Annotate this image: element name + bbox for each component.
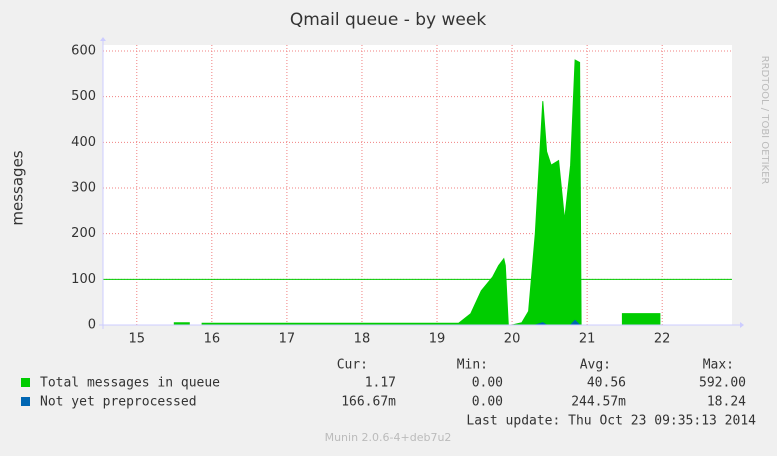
legend-swatch xyxy=(21,397,30,406)
legend-label: Not yet preprocessed xyxy=(40,395,197,410)
stats-value: 592.00 xyxy=(699,376,746,391)
x-tick-label: 17 xyxy=(279,332,296,347)
stats-header: Cur: xyxy=(337,358,368,373)
x-tick-label: 15 xyxy=(129,332,146,347)
stats-header: Min: xyxy=(457,358,488,373)
last-update: Last update: Thu Oct 23 09:35:13 2014 xyxy=(466,414,756,429)
x-tick-label: 22 xyxy=(654,332,671,347)
y-tick-label: 200 xyxy=(71,226,96,241)
y-axis-label: messages xyxy=(9,150,27,225)
footer: Munin 2.0.6-4+deb7u2 xyxy=(325,431,452,444)
stats-value: 40.56 xyxy=(587,376,626,391)
y-tick-label: 300 xyxy=(71,181,96,196)
stats-header: Max: xyxy=(703,358,734,373)
axis-arrow xyxy=(740,322,744,328)
stats-value: 244.57m xyxy=(571,395,626,410)
stats-value: 0.00 xyxy=(472,376,503,391)
x-tick-label: 20 xyxy=(504,332,521,347)
stats-header: Avg: xyxy=(580,358,611,373)
stats-value: 1.17 xyxy=(365,376,396,391)
y-tick-label: 0 xyxy=(88,318,96,333)
x-tick-label: 19 xyxy=(429,332,446,347)
y-tick-label: 100 xyxy=(71,272,96,287)
y-tick-label: 500 xyxy=(71,89,96,104)
x-tick-label: 16 xyxy=(204,332,221,347)
legend-swatch xyxy=(21,378,30,387)
y-tick-label: 600 xyxy=(71,44,96,59)
axis-arrow xyxy=(100,37,106,41)
stats-value: 0.00 xyxy=(472,395,503,410)
y-tick-label: 400 xyxy=(71,135,96,150)
x-tick-label: 21 xyxy=(579,332,596,347)
x-tick-label: 18 xyxy=(354,332,371,347)
watermark: RRDTOOL / TOBI OETIKER xyxy=(759,56,770,185)
legend-label: Total messages in queue xyxy=(40,376,220,391)
stats-value: 18.24 xyxy=(707,395,746,410)
chart-title: Qmail queue - by week xyxy=(290,10,486,30)
plot-area xyxy=(103,45,732,325)
stats-value: 166.67m xyxy=(341,395,396,410)
